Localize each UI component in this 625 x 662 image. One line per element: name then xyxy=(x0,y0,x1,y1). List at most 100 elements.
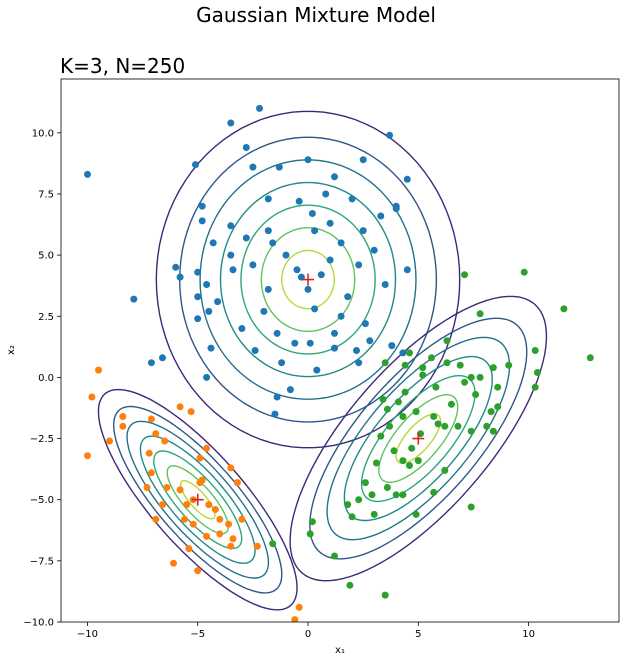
point-0-78 xyxy=(176,273,184,281)
contour-1-3 xyxy=(139,435,256,564)
point-1-8 xyxy=(176,403,184,411)
contour-1-0 xyxy=(97,388,298,611)
point-0-41 xyxy=(229,266,237,274)
point-1-2 xyxy=(84,452,91,460)
x-tick-label-2: 0 xyxy=(305,629,311,640)
point-0-14 xyxy=(295,197,303,205)
point-1-35 xyxy=(194,567,202,575)
point-0-11 xyxy=(331,173,338,181)
point-2-41 xyxy=(494,403,502,411)
point-0-7 xyxy=(249,163,257,171)
point-0-59 xyxy=(366,337,374,345)
point-2-38 xyxy=(386,422,394,430)
point-2-1 xyxy=(520,268,528,276)
point-2-68 xyxy=(269,540,277,548)
point-1-11 xyxy=(152,430,160,438)
point-0-74 xyxy=(355,359,363,367)
chart-suptitle: Gaussian Mixture Model xyxy=(196,3,436,27)
point-2-0 xyxy=(461,271,469,279)
point-1-34 xyxy=(185,545,193,553)
point-1-36 xyxy=(159,501,166,509)
point-0-40 xyxy=(203,281,211,288)
point-2-50 xyxy=(441,466,449,474)
point-2-65 xyxy=(331,552,338,560)
point-2-39 xyxy=(377,432,385,440)
point-1-3 xyxy=(106,437,113,445)
point-0-30 xyxy=(370,246,378,254)
point-2-37 xyxy=(399,413,407,420)
point-1-37 xyxy=(152,515,160,523)
point-0-12 xyxy=(198,202,206,210)
point-0-27 xyxy=(269,239,277,247)
point-1-42 xyxy=(198,476,206,484)
point-0-66 xyxy=(388,342,396,350)
contour-2-4 xyxy=(360,375,476,503)
point-0-69 xyxy=(147,359,155,367)
point-0-53 xyxy=(361,320,369,328)
point-0-45 xyxy=(381,281,389,288)
point-2-15 xyxy=(419,364,427,372)
point-2-62 xyxy=(467,503,475,511)
point-1-25 xyxy=(176,486,184,494)
point-0-70 xyxy=(159,354,166,362)
point-2-48 xyxy=(406,462,413,469)
contour-0-2 xyxy=(199,159,417,400)
point-2-26 xyxy=(419,371,427,379)
x-tick-label-0: −10 xyxy=(77,629,98,640)
point-2-3 xyxy=(586,354,594,362)
point-0-37 xyxy=(317,271,325,279)
point-0-57 xyxy=(306,339,314,347)
point-2-12 xyxy=(456,361,464,369)
point-0-32 xyxy=(282,251,290,259)
point-0-75 xyxy=(286,386,294,394)
contour-1-1 xyxy=(112,405,283,594)
point-2-42 xyxy=(434,420,442,428)
point-0-64 xyxy=(331,329,338,337)
point-0-25 xyxy=(209,239,217,247)
contour-layer xyxy=(97,110,548,611)
x-axis-label: x₁ xyxy=(335,645,345,656)
point-0-10 xyxy=(403,175,411,183)
point-2-66 xyxy=(346,581,354,589)
point-0-18 xyxy=(227,222,235,230)
point-2-7 xyxy=(476,310,484,318)
point-0-55 xyxy=(238,325,246,332)
contour-1-6 xyxy=(179,479,216,520)
point-0-61 xyxy=(207,344,215,352)
point-0-71 xyxy=(203,373,211,381)
point-2-23 xyxy=(461,378,469,386)
point-2-16 xyxy=(401,361,409,369)
point-1-26 xyxy=(211,506,219,513)
point-1-23 xyxy=(143,484,151,491)
y-tick-label-4: 0.0 xyxy=(38,373,54,384)
point-2-13 xyxy=(443,359,451,367)
point-2-27 xyxy=(401,388,409,396)
point-0-65 xyxy=(353,347,360,354)
point-2-59 xyxy=(370,510,378,518)
point-2-28 xyxy=(394,398,402,406)
point-0-51 xyxy=(311,305,319,313)
point-2-45 xyxy=(399,457,407,465)
point-2-19 xyxy=(443,337,451,345)
point-1-29 xyxy=(227,542,235,550)
y-axis: −10.0 −7.5 −5.0 −2.5 0.0 2.5 5.0 7.5 10.0 xyxy=(23,128,61,629)
point-0-24 xyxy=(198,217,206,225)
point-0-16 xyxy=(348,195,356,203)
point-2-56 xyxy=(355,496,363,504)
y-tick-label-6: 5.0 xyxy=(38,251,54,262)
point-1-5 xyxy=(119,413,127,420)
point-0-60 xyxy=(399,349,407,357)
x-tick-label-4: 10 xyxy=(522,629,535,640)
point-1-18 xyxy=(233,479,241,487)
point-2-29 xyxy=(383,405,391,413)
y-tick-label-1: −7.5 xyxy=(30,556,54,567)
point-2-22 xyxy=(472,391,480,398)
contour-2-0 xyxy=(289,295,548,582)
point-2-11 xyxy=(467,373,475,381)
point-1-15 xyxy=(196,454,204,462)
point-0-36 xyxy=(293,266,301,274)
point-0-79 xyxy=(392,205,400,213)
point-0-8 xyxy=(304,156,312,164)
mean-marker-2 xyxy=(412,432,425,445)
point-2-40 xyxy=(489,427,497,435)
